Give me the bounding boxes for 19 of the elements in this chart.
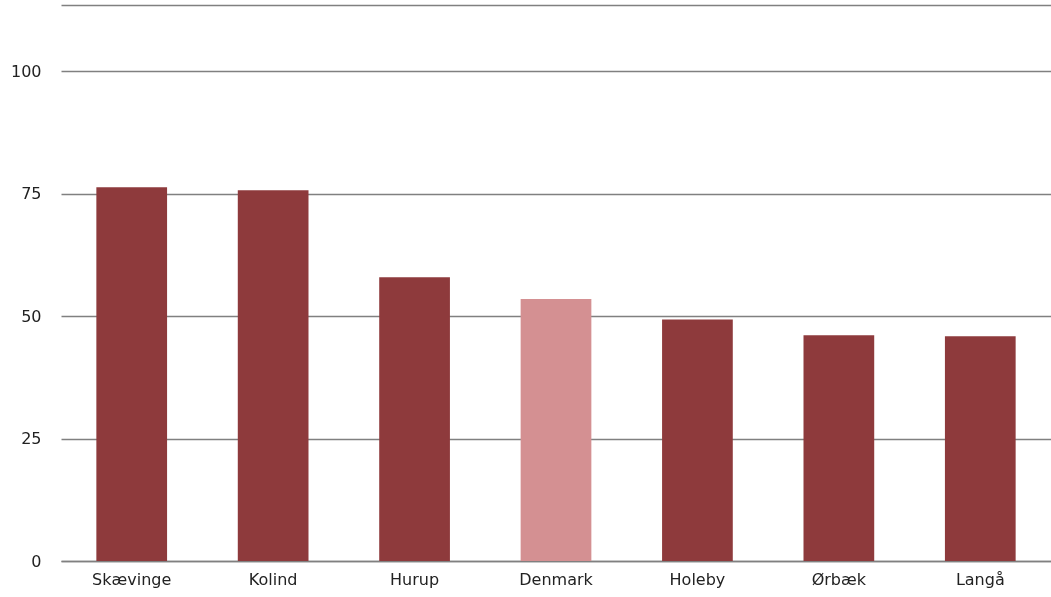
y-tick-label: 25 [21, 429, 42, 449]
x-tick-label: Ørbæk [811, 569, 867, 589]
x-tick-label: Kolind [248, 569, 298, 589]
x-tick-label: Skævinge [92, 569, 172, 589]
bar [662, 319, 733, 561]
bar [520, 298, 592, 561]
x-tick-label: Hurup [390, 569, 440, 589]
y-tick-label: 100 [10, 61, 42, 81]
x-tick-label: Holeby [669, 569, 726, 589]
x-tick-label: Langå [955, 569, 1005, 589]
bar [803, 335, 875, 561]
bar [237, 190, 309, 561]
x-tick-label: Denmark [519, 569, 594, 589]
bar [944, 336, 1016, 561]
y-tick-label: 50 [21, 306, 42, 326]
y-tick-label: 75 [21, 184, 42, 204]
bar [379, 277, 450, 561]
bar [96, 187, 168, 561]
y-tick-label: 0 [31, 551, 42, 571]
